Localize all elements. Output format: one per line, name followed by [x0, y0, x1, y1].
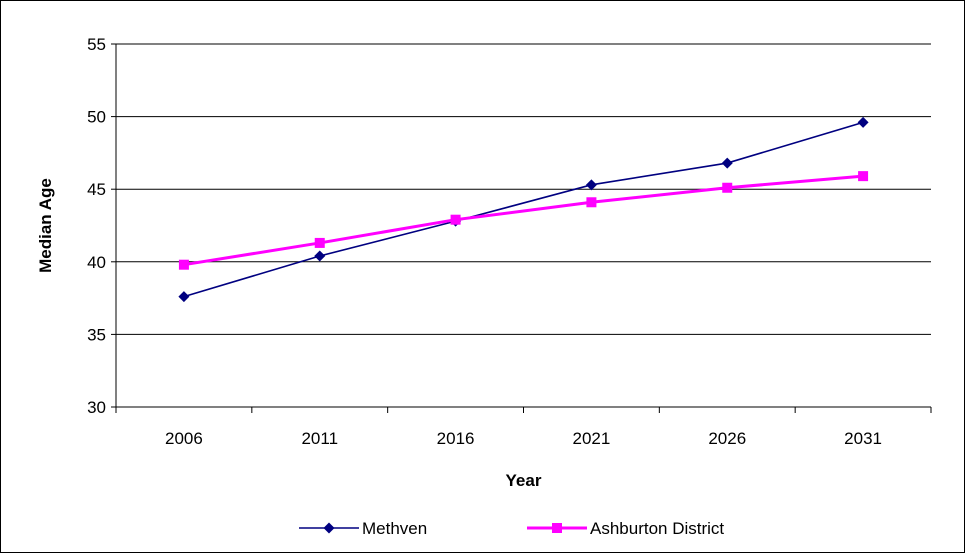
- series-lines: [178, 116, 869, 303]
- x-tick-label-2011: 2011: [301, 429, 338, 448]
- y-tick-label-40: 40: [87, 253, 106, 272]
- point-methven-2021: [585, 179, 597, 191]
- x-tick-label-2006: 2006: [165, 429, 203, 448]
- y-tick-label-35: 35: [87, 325, 106, 344]
- x-tick-label-2031: 2031: [844, 429, 882, 448]
- y-tick-labels: 30 35 40 45 50 55: [87, 35, 106, 417]
- axes: [111, 43, 932, 413]
- point-ashburton-district-2031: [858, 171, 869, 182]
- point-methven-2031: [857, 116, 869, 128]
- point-ashburton-district-2016: [450, 214, 461, 225]
- point-methven-2006: [178, 291, 190, 303]
- x-axis-title: Year: [506, 471, 542, 490]
- gridlines: [116, 43, 931, 335]
- legend-item-methven: Methven: [299, 519, 427, 538]
- legend-label-methven: Methven: [362, 519, 427, 538]
- x-tick-label-2026: 2026: [708, 429, 746, 448]
- point-ashburton-district-2006: [178, 259, 189, 270]
- x-tick-labels: 2006 2011 2016 2021 2026 2031: [165, 429, 882, 448]
- point-ashburton-district-2011: [314, 237, 325, 248]
- point-methven-2026: [721, 157, 733, 169]
- series-line-methven: [183, 121, 864, 298]
- point-ashburton-district-2026: [722, 182, 733, 193]
- y-tick-label-45: 45: [87, 180, 106, 199]
- legend-marker-methven: [323, 522, 335, 534]
- point-ashburton-district-2021: [586, 197, 597, 208]
- y-axis-title: Median Age: [36, 178, 55, 273]
- point-methven-2011: [314, 250, 326, 262]
- x-tick-label-2021: 2021: [573, 429, 611, 448]
- y-tick-label-30: 30: [87, 398, 106, 417]
- y-tick-label-50: 50: [87, 108, 106, 127]
- y-tick-label-55: 55: [87, 35, 106, 54]
- series-ashburton-district: [178, 171, 869, 270]
- legend: Methven Ashburton District: [299, 519, 724, 538]
- legend-marker-ashburton-district: [552, 523, 562, 533]
- x-tick-label-2016: 2016: [437, 429, 475, 448]
- legend-item-ashburton-district: Ashburton District: [527, 519, 724, 538]
- series-line-ashburton-district: [183, 174, 864, 267]
- legend-label-ashburton-district: Ashburton District: [590, 519, 724, 538]
